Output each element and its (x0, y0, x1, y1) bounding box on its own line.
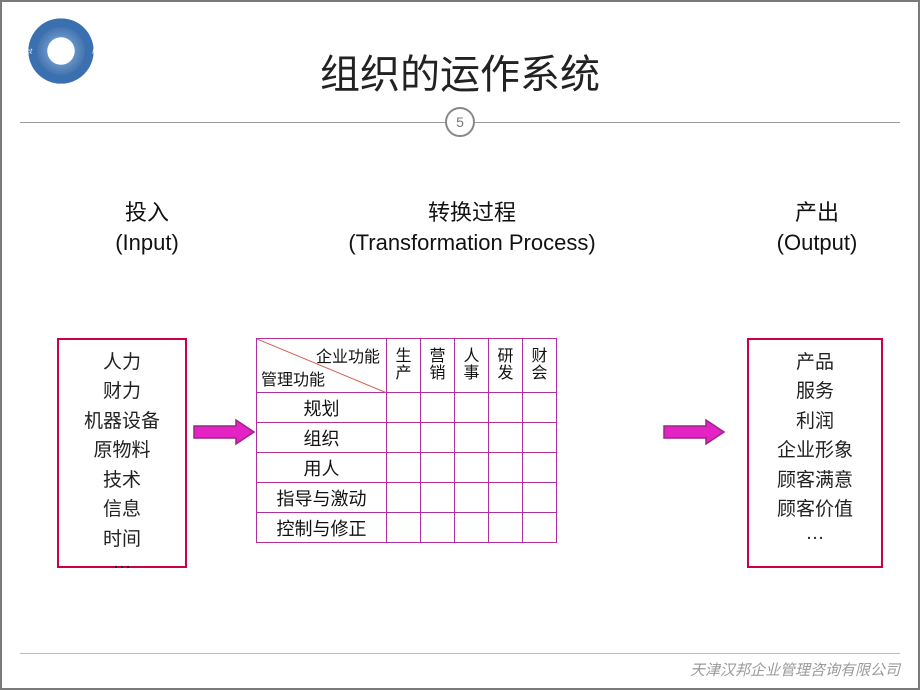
list-item: 信息 (63, 495, 181, 524)
page-number-badge: 5 (445, 107, 475, 137)
matrix-row-header: 用人 (257, 453, 387, 483)
list-item: 机器设备 (63, 407, 181, 436)
input-box: 人力 财力 机器设备 原物料 技术 信息 时间 … (57, 338, 187, 568)
list-item: 企业形象 (753, 436, 877, 465)
matrix-corner-cell: 企业功能 管理功能 (257, 339, 387, 393)
footer-text: 天津汉邦企业管理咨询有限公司 (690, 659, 900, 680)
matrix-col-header: 人事 (455, 339, 489, 393)
arrow-right-icon (192, 418, 256, 446)
matrix-col-header: 研发 (489, 339, 523, 393)
output-section-label: 产出(Output) (742, 198, 892, 257)
matrix-row-header: 控制与修正 (257, 513, 387, 543)
list-item: 人力 (63, 348, 181, 377)
list-item: 服务 (753, 377, 877, 406)
list-item: 财力 (63, 377, 181, 406)
svg-text:Plan: Plan (53, 11, 68, 20)
transformation-section-label: 转换过程(Transformation Process) (322, 198, 622, 257)
matrix-row-header: 组织 (257, 423, 387, 453)
list-item: 顾客满意 (753, 466, 877, 495)
list-item: 原物料 (63, 436, 181, 465)
matrix-col-header: 生产 (387, 339, 421, 393)
matrix-row-header: 规划 (257, 393, 387, 423)
list-item: 时间 (63, 525, 181, 554)
list-item: 顾客价值 (753, 495, 877, 524)
arrow-right-icon (662, 418, 726, 446)
footer-divider (20, 653, 900, 654)
list-item: 利润 (753, 407, 877, 436)
list-item: … (753, 525, 877, 542)
list-item: … (63, 554, 181, 571)
list-item: 技术 (63, 466, 181, 495)
page-title: 组织的运作系统 (2, 42, 918, 100)
matrix-col-header: 营销 (421, 339, 455, 393)
transformation-matrix: 企业功能 管理功能 生产 营销 人事 研发 财会 规划 组织 用人 指导与激动 … (256, 338, 557, 543)
matrix-row-header: 指导与激动 (257, 483, 387, 513)
list-item: 产品 (753, 348, 877, 377)
input-section-label: 投入(Input) (72, 198, 222, 257)
output-box: 产品 服务 利润 企业形象 顾客满意 顾客价值 … (747, 338, 883, 568)
matrix-col-header: 财会 (523, 339, 557, 393)
